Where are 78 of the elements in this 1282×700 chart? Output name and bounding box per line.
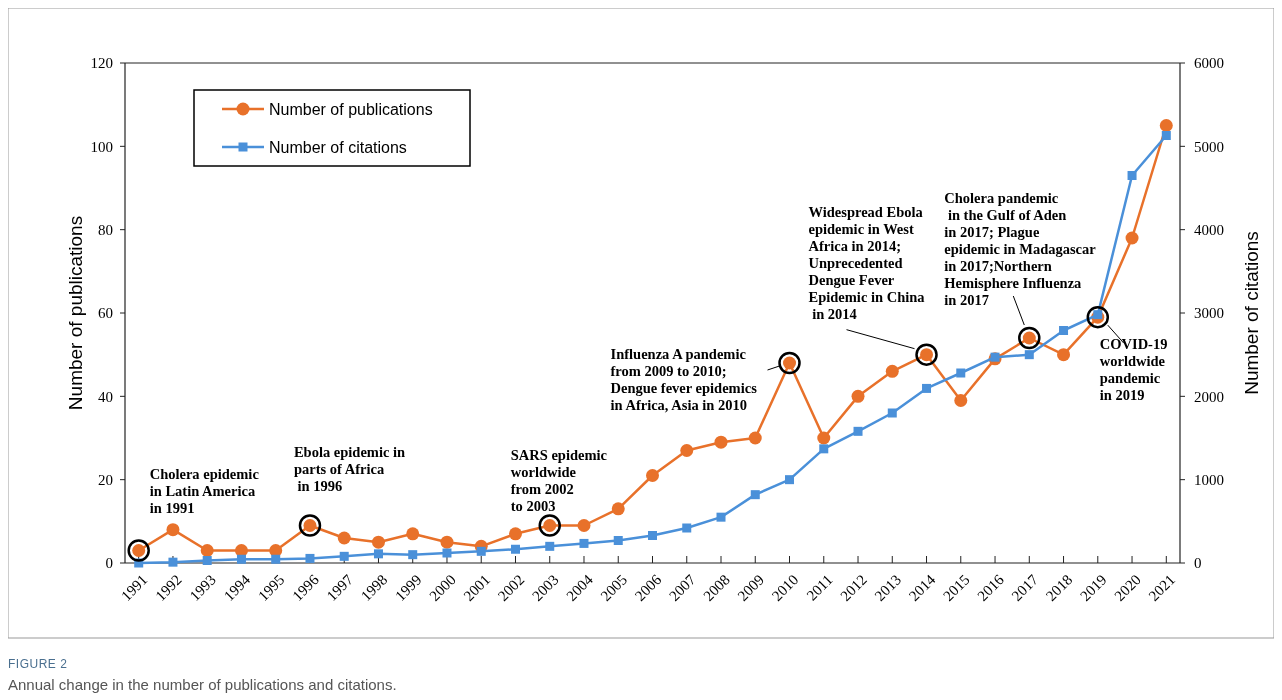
point bbox=[579, 538, 589, 548]
point bbox=[680, 444, 694, 457]
point bbox=[646, 469, 659, 482]
point bbox=[851, 389, 865, 403]
y-axis-title: Number of publications bbox=[65, 215, 86, 411]
point bbox=[271, 554, 281, 564]
annotation: Ebola epidemic in parts of Africa in 1996 bbox=[293, 443, 406, 494]
y2-tick-label: 1000 bbox=[1194, 471, 1224, 488]
point bbox=[305, 553, 315, 563]
point bbox=[1159, 119, 1173, 132]
y-tick-label: 0 bbox=[105, 555, 113, 572]
y-tick-label: 60 bbox=[98, 305, 113, 322]
point bbox=[1024, 350, 1034, 360]
point bbox=[166, 523, 180, 537]
point bbox=[817, 431, 831, 445]
y-tick-label: 40 bbox=[98, 388, 113, 405]
y2-tick-label: 4000 bbox=[1194, 221, 1224, 238]
x-tick-label: 2011 bbox=[803, 571, 836, 604]
point bbox=[545, 541, 555, 551]
legend-label: Number of publications bbox=[269, 100, 433, 118]
y2-tick-label: 2000 bbox=[1194, 388, 1224, 405]
point bbox=[373, 549, 383, 559]
point bbox=[1125, 231, 1139, 245]
point bbox=[508, 527, 522, 541]
point bbox=[922, 383, 932, 393]
point bbox=[339, 551, 349, 561]
point bbox=[236, 554, 246, 564]
point bbox=[748, 431, 762, 445]
point bbox=[611, 502, 625, 516]
point bbox=[202, 556, 212, 565]
annotation: SARS epidemic worldwide from 2002 to 2003 bbox=[510, 446, 608, 514]
y2-axis-title: Number of citations bbox=[1241, 231, 1262, 395]
point bbox=[1127, 171, 1137, 180]
point bbox=[371, 535, 385, 549]
point bbox=[819, 444, 829, 454]
point bbox=[406, 527, 420, 541]
point bbox=[956, 368, 966, 378]
point bbox=[648, 531, 657, 540]
y2-tick-label: 0 bbox=[1194, 555, 1202, 572]
y2-tick-label: 5000 bbox=[1194, 138, 1224, 155]
point bbox=[1161, 131, 1171, 140]
y2-tick-label: 6000 bbox=[1194, 55, 1224, 72]
point bbox=[476, 546, 486, 556]
point bbox=[1059, 326, 1069, 335]
annotation: COVID-19 worldwide pandemic in 2019 bbox=[1099, 336, 1168, 404]
x-tick-label: 1991 bbox=[118, 571, 151, 605]
point bbox=[853, 426, 863, 436]
point bbox=[1057, 348, 1071, 362]
y-tick-label: 20 bbox=[98, 471, 113, 488]
point bbox=[954, 394, 968, 407]
annotation: Influenza A pandemic from 2009 to 2010; Dengue fever epidemics in Africa, Asia in 2010 bbox=[610, 346, 758, 413]
point bbox=[168, 557, 178, 567]
y2-tick-label: 3000 bbox=[1194, 305, 1224, 322]
point bbox=[442, 548, 452, 558]
point bbox=[337, 531, 351, 545]
point bbox=[577, 519, 591, 532]
point bbox=[682, 523, 692, 533]
text: Annual change in the number of publications and citations. bbox=[8, 676, 397, 693]
point bbox=[716, 512, 726, 522]
annotation: Cholera pandemic in the Gulf of Aden in 2017; Plague epidemic in Madagascar in 2017;Northern Hemisphere Influenza in 2017 bbox=[944, 190, 1097, 308]
legend-label: Number of citations bbox=[269, 138, 407, 156]
annotation: Widespread Ebola epidemic in West Africa in 2014; Unprecedented Dengue Fever Epidemic in China in 2014 bbox=[808, 203, 926, 322]
point bbox=[887, 408, 897, 418]
point bbox=[200, 544, 214, 557]
point bbox=[785, 475, 795, 485]
point bbox=[440, 535, 454, 549]
point bbox=[750, 490, 760, 500]
point bbox=[885, 364, 899, 378]
y-tick-label: 120 bbox=[90, 55, 113, 72]
point bbox=[613, 536, 623, 545]
point bbox=[714, 435, 728, 449]
y-tick-label: 80 bbox=[98, 221, 113, 238]
point bbox=[990, 352, 1000, 362]
point bbox=[510, 544, 520, 554]
annotation: Cholera epidemic in Latin America in 1991 bbox=[149, 465, 260, 516]
y-tick-label: 100 bbox=[90, 138, 113, 155]
text: FIGURE 2 bbox=[8, 657, 68, 671]
point bbox=[408, 550, 418, 560]
